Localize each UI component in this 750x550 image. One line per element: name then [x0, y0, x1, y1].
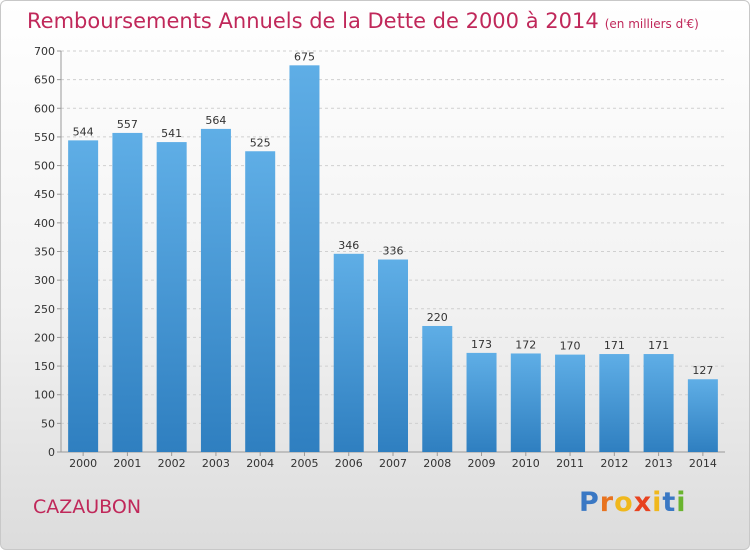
bar-value-label: 170: [560, 340, 581, 353]
bar-value-label: 172: [515, 338, 536, 351]
y-tick-label: 700: [34, 45, 55, 58]
bar-value-label: 171: [648, 339, 669, 352]
bar: [200, 128, 231, 452]
logo-letter: o: [614, 487, 634, 518]
place-name: CAZAUBON: [33, 496, 142, 518]
y-tick-label: 500: [34, 160, 55, 173]
logo-letter: r: [599, 487, 615, 518]
chart-subtitle: (en milliers d'€): [604, 17, 699, 31]
x-tick-label: 2014: [689, 457, 717, 470]
bar: [112, 132, 143, 452]
y-tick-label: 400: [34, 217, 55, 230]
bar: [156, 142, 187, 452]
y-tick-label: 300: [34, 274, 55, 287]
logo-letter: P: [579, 487, 600, 518]
bar: [333, 253, 364, 452]
bar-value-label: 173: [471, 338, 492, 351]
logo-letter: x: [633, 487, 653, 518]
bar-value-label: 525: [250, 136, 271, 149]
bar: [687, 379, 718, 452]
logo-letter: i: [676, 487, 687, 518]
y-tick-label: 200: [34, 331, 55, 344]
y-tick-label: 450: [34, 188, 55, 201]
x-tick-label: 2007: [379, 457, 407, 470]
x-tick-label: 2008: [423, 457, 451, 470]
bar: [466, 352, 497, 452]
x-tick-label: 2005: [290, 457, 318, 470]
bar-value-label: 336: [383, 245, 404, 258]
bar-value-label: 544: [73, 125, 94, 138]
bar-value-label: 557: [117, 118, 138, 131]
x-tick-label: 2004: [246, 457, 274, 470]
x-tick-label: 2011: [556, 457, 584, 470]
bar-value-label: 675: [294, 50, 315, 63]
y-tick-label: 650: [34, 74, 55, 87]
bar: [510, 353, 541, 452]
bar-value-label: 541: [161, 127, 182, 140]
bar-value-label: 564: [205, 114, 226, 127]
y-tick-label: 250: [34, 303, 55, 316]
bar: [378, 259, 408, 452]
y-tick-label: 50: [41, 417, 55, 430]
x-tick-label: 2012: [600, 457, 628, 470]
x-tick-label: 2003: [202, 457, 230, 470]
logo-letter: i: [652, 487, 663, 518]
y-tick-label: 350: [34, 246, 55, 259]
chart-title: Remboursements Annuels de la Dette de 20…: [27, 9, 699, 33]
x-tick-label: 2000: [69, 457, 97, 470]
bar: [599, 354, 630, 452]
x-tick-label: 2013: [645, 457, 673, 470]
logo-letter: t: [662, 487, 677, 518]
bar-value-label: 171: [604, 339, 625, 352]
x-tick-label: 2001: [113, 457, 141, 470]
bar-value-label: 346: [338, 239, 359, 252]
bar: [289, 65, 320, 453]
bar-value-label: 127: [692, 364, 713, 377]
bar: [68, 140, 99, 452]
bar: [643, 354, 674, 452]
x-tick-label: 2009: [468, 457, 496, 470]
y-tick-label: 600: [34, 102, 55, 115]
y-tick-label: 0: [48, 446, 55, 459]
bar-value-label: 220: [427, 311, 448, 324]
y-tick-label: 100: [34, 389, 55, 402]
proxiti-logo: Proxiti: [579, 487, 687, 518]
y-tick-label: 550: [34, 131, 55, 144]
y-tick-label: 150: [34, 360, 55, 373]
x-tick-label: 2002: [158, 457, 186, 470]
x-tick-label: 2010: [512, 457, 540, 470]
bar: [245, 151, 276, 452]
chart-title-text: Remboursements Annuels de la Dette de 20…: [27, 9, 599, 33]
bar: [555, 354, 586, 452]
bar: [422, 325, 453, 452]
x-tick-label: 2006: [335, 457, 363, 470]
